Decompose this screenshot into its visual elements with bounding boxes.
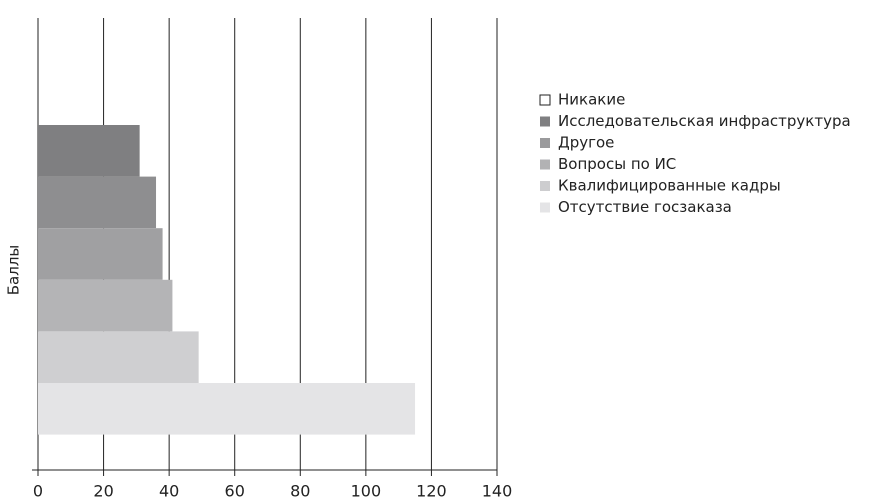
legend-label: Другое [558, 134, 614, 152]
legend-label: Никакие [558, 91, 625, 109]
x-tick-label: 100 [351, 482, 382, 500]
bar [38, 279, 173, 332]
legend-swatch [540, 116, 550, 127]
bar [38, 228, 163, 280]
legend-label: Вопросы по ИС [558, 155, 676, 173]
x-tick-label: 20 [93, 482, 113, 500]
legend-swatch [540, 159, 550, 170]
bar [38, 125, 140, 177]
legend-label: Квалифицированные кадры [558, 177, 781, 195]
x-tick-label: 0 [33, 482, 43, 500]
bar [38, 176, 157, 229]
y-axis-label: Баллы [5, 245, 23, 296]
x-tick-label: 80 [290, 482, 310, 500]
bar [38, 383, 416, 435]
legend-label: Отсутствие госзаказа [558, 198, 732, 216]
legend-swatch [539, 94, 551, 106]
bar [38, 331, 199, 383]
legend-label: Исследовательская инфраструктура [558, 112, 851, 130]
x-tick-label: 40 [159, 482, 179, 500]
x-tick-label: 60 [225, 482, 245, 500]
x-tick-label: 120 [416, 482, 447, 500]
legend-swatch [540, 202, 550, 213]
x-tick-label: 140 [482, 482, 513, 500]
legend-swatch [540, 138, 550, 148]
legend-swatch [540, 181, 550, 191]
